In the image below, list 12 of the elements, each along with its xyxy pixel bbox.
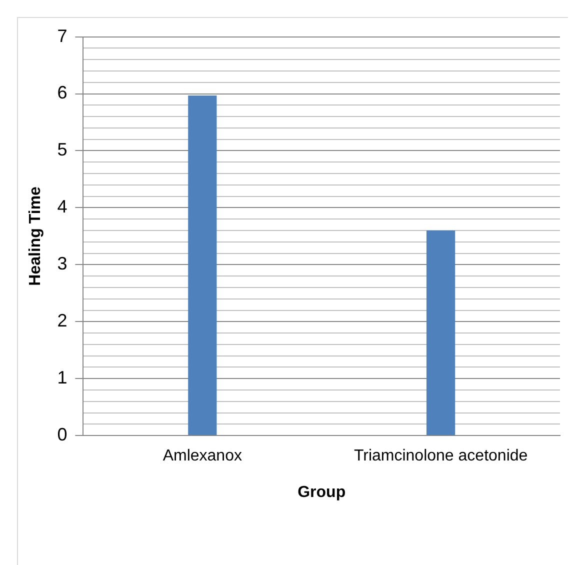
x-tick-label: Amlexanox xyxy=(162,448,242,465)
y-tick-label: 2 xyxy=(57,310,68,331)
y-tick-label: 4 xyxy=(57,196,68,217)
y-tick-label: 1 xyxy=(57,368,68,388)
x-axis-title: Group xyxy=(298,484,346,501)
y-tick-label: 6 xyxy=(57,82,68,103)
x-tick-label: Triamcinolone acetonide xyxy=(354,448,528,465)
y-tick-label: 3 xyxy=(57,254,68,274)
y-tick-label: 7 xyxy=(57,26,68,46)
y-tick-label: 0 xyxy=(57,424,68,445)
y-axis-title: Healing Time xyxy=(27,186,44,286)
y-tick-label: 5 xyxy=(57,140,68,160)
